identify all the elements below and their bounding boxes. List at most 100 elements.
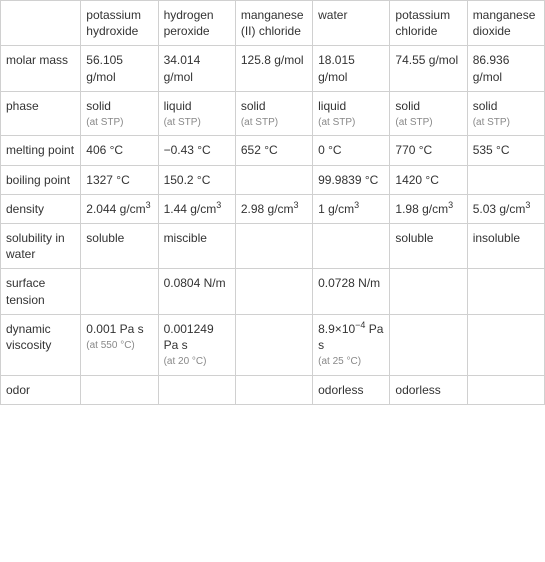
cell-main: 0.0728 N/m <box>318 276 380 290</box>
row-label: melting point <box>1 136 81 165</box>
cell-main: solid <box>395 99 420 113</box>
header-hydrogen-peroxide: hydrogen peroxide <box>158 1 235 46</box>
cell-sub: (at 550 °C) <box>86 339 152 353</box>
row-label: phase <box>1 91 81 136</box>
cell <box>235 269 312 314</box>
cell: miscible <box>158 224 235 269</box>
cell: 1327 °C <box>81 165 158 194</box>
cell <box>467 314 544 375</box>
cell-main: 1420 °C <box>395 173 439 187</box>
cell: solid(at STP) <box>467 91 544 136</box>
cell: 5.03 g/cm3 <box>467 194 544 223</box>
cell-main: solid <box>86 99 111 113</box>
cell-main: liquid <box>318 99 346 113</box>
cell-main: 1.44 g/cm3 <box>164 202 222 216</box>
cell <box>390 314 467 375</box>
cell-main: 0.001 Pa s <box>86 322 143 336</box>
header-potassium-hydroxide: potassium hydroxide <box>81 1 158 46</box>
cell-main: soluble <box>86 231 124 245</box>
cell-sub: (at STP) <box>241 116 307 130</box>
cell-main: liquid <box>164 99 192 113</box>
cell <box>158 375 235 404</box>
cell: solid (at STP) <box>235 91 312 136</box>
cell: 86.936 g/mol <box>467 46 544 91</box>
cell-main: 770 °C <box>395 143 432 157</box>
header-manganese-dioxide: manganese dioxide <box>467 1 544 46</box>
table-row: density2.044 g/cm31.44 g/cm32.98 g/cm31 … <box>1 194 545 223</box>
cell: −0.43 °C <box>158 136 235 165</box>
cell <box>235 224 312 269</box>
cell: soluble <box>81 224 158 269</box>
cell-main: solid <box>241 99 266 113</box>
cell: 18.015 g/mol <box>313 46 390 91</box>
cell-main: 406 °C <box>86 143 123 157</box>
cell: 0.0804 N/m <box>158 269 235 314</box>
cell-main: 1 g/cm3 <box>318 202 359 216</box>
cell-sub: (at STP) <box>86 116 152 130</box>
cell: 2.98 g/cm3 <box>235 194 312 223</box>
table-row: boiling point 1327 °C 150.2 °C 99.9839 °C 14… <box>1 165 545 194</box>
cell: 1.44 g/cm3 <box>158 194 235 223</box>
cell: 535 °C <box>467 136 544 165</box>
cell: soluble <box>390 224 467 269</box>
cell-sub: (at STP) <box>164 116 230 130</box>
cell-main: 1327 °C <box>86 173 130 187</box>
cell: 2.044 g/cm3 <box>81 194 158 223</box>
table-row: molar mass56.105 g/mol34.014 g/mol125.8 … <box>1 46 545 91</box>
cell-main: 535 °C <box>473 143 510 157</box>
cell <box>390 269 467 314</box>
cell-main: 150.2 °C <box>164 173 211 187</box>
cell: 56.105 g/mol <box>81 46 158 91</box>
row-label: boiling point <box>1 165 81 194</box>
cell-sub: (at 20 °C) <box>164 355 230 369</box>
cell-main: 86.936 g/mol <box>473 53 510 83</box>
cell: 406 °C <box>81 136 158 165</box>
header-blank <box>1 1 81 46</box>
cell-main: 1.98 g/cm3 <box>395 202 453 216</box>
cell: 150.2 °C <box>158 165 235 194</box>
table-row: solubility in watersolublemisciblesolubl… <box>1 224 545 269</box>
cell-main: 99.9839 °C <box>318 173 378 187</box>
table-row: phasesolid(at STP)liquid(at STP)solid(at… <box>1 91 545 136</box>
table-header-row: potassium hydroxide hydrogen peroxide ma… <box>1 1 545 46</box>
cell-main: 0 °C <box>318 143 341 157</box>
cell-main: 56.105 g/mol <box>86 53 123 83</box>
cell-main: 34.014 g/mol <box>164 53 201 83</box>
cell <box>235 314 312 375</box>
cell: 0.001 Pa s (at 550 °C) <box>81 314 158 375</box>
cell-main: odorless <box>318 383 363 397</box>
chemical-properties-table: potassium hydroxide hydrogen peroxide ma… <box>0 0 545 405</box>
cell: solid(at STP) <box>390 91 467 136</box>
cell <box>81 375 158 404</box>
cell <box>313 224 390 269</box>
cell-sub: (at STP) <box>318 116 384 130</box>
cell-main: 652 °C <box>241 143 278 157</box>
cell: 0 °C <box>313 136 390 165</box>
cell-main: solid <box>473 99 498 113</box>
row-label: dynamic viscosity <box>1 314 81 375</box>
table-row: melting point 406 °C −0.43 °C 652 °C 0 °C 770… <box>1 136 545 165</box>
cell-main: 125.8 g/mol <box>241 53 304 67</box>
cell-main: 0.0804 N/m <box>164 276 226 290</box>
cell <box>467 269 544 314</box>
table-row: dynamic viscosity0.001 Pa s(at 550 °C)0.… <box>1 314 545 375</box>
cell <box>81 269 158 314</box>
row-label: odor <box>1 375 81 404</box>
header-water: water <box>313 1 390 46</box>
cell-main: 5.03 g/cm3 <box>473 202 531 216</box>
cell: 125.8 g/mol <box>235 46 312 91</box>
cell-main: 2.98 g/cm3 <box>241 202 299 216</box>
cell-sub: (at 25 °C) <box>318 355 384 369</box>
cell: 0.001249 Pa s(at 20 °C) <box>158 314 235 375</box>
cell: 1.98 g/cm3 <box>390 194 467 223</box>
cell: 652 °C <box>235 136 312 165</box>
cell-main: 18.015 g/mol <box>318 53 355 83</box>
cell-main: odorless <box>395 383 440 397</box>
cell-main: 2.044 g/cm3 <box>86 202 150 216</box>
cell: liquid (at STP) <box>313 91 390 136</box>
cell-main: 8.9×10−4 Pa s <box>318 322 383 352</box>
cell: insoluble <box>467 224 544 269</box>
cell: 34.014 g/mol <box>158 46 235 91</box>
cell <box>235 375 312 404</box>
row-label: surface tension <box>1 269 81 314</box>
